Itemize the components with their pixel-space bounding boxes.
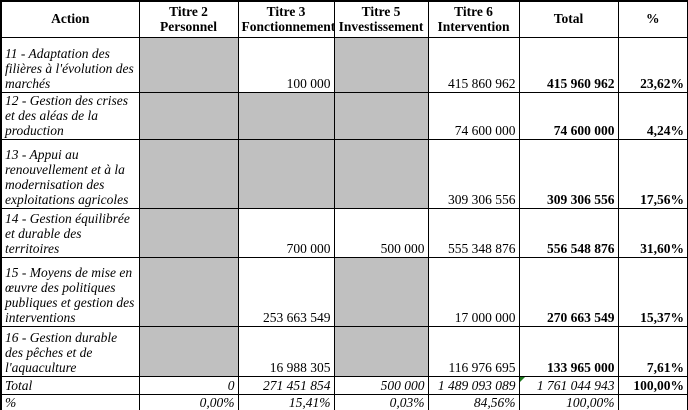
row-action-11: 11 - Adaptation des filières à l'évoluti…: [0, 36, 688, 93]
header-line: Action: [51, 11, 90, 27]
row-action-15: 15 - Moyens de mise en œuvre des politiq…: [0, 256, 688, 327]
row-action-16: 16 - Gestion durable des pêches et de l'…: [0, 325, 688, 377]
cell-pct: 17,56%: [617, 138, 688, 209]
header-line: Investissement: [338, 18, 424, 34]
cell-action-label: 12 - Gestion des crises et des aléas de …: [0, 91, 140, 140]
header-line: %: [646, 11, 660, 27]
cell-pct: 15,37%: [617, 256, 688, 327]
cell-pct-total: 100,00%: [617, 375, 688, 395]
header-titre2: Titre 2 Personnel: [138, 0, 239, 38]
cell-pct-label: %: [0, 393, 140, 410]
cell-titre5: [333, 91, 429, 140]
formula-error-indicator-icon: [520, 377, 525, 382]
cell-titre2: [138, 36, 239, 93]
cell-titre5-total: 500 000: [333, 375, 429, 395]
header-line: Titre 3: [266, 3, 306, 19]
cell-titre6-total: 1 489 093 089: [427, 375, 520, 395]
cell-titre5-pct: 0,03%: [333, 393, 429, 410]
row-action-13: 13 - Appui au renouvellement et à la mod…: [0, 138, 688, 209]
cell-total: 133 965 000: [518, 325, 619, 377]
cell-titre5: [333, 256, 429, 327]
cell-titre2: [138, 325, 239, 377]
cell-titre2: [138, 138, 239, 209]
cell-pct-pct: [617, 393, 688, 410]
cell-titre6-pct: 84,56%: [427, 393, 520, 410]
header-total: Total: [518, 0, 619, 38]
cell-titre2: [138, 91, 239, 140]
cell-action-label: 13 - Appui au renouvellement et à la mod…: [0, 138, 140, 209]
header-line: Personnel: [160, 18, 217, 34]
cell-action-label: 11 - Adaptation des filières à l'évoluti…: [0, 36, 140, 93]
header-titre6: Titre 6 Intervention: [427, 0, 520, 38]
header-titre3: Titre 3 Fonctionnement: [237, 0, 335, 38]
cell-titre3: 100 000: [237, 36, 335, 93]
cell-total: 556 548 876: [518, 207, 619, 258]
cell-pct: 31,60%: [617, 207, 688, 258]
cell-total: 270 663 549: [518, 256, 619, 327]
cell-titre3: 253 663 549: [237, 256, 335, 327]
header-action: Action: [0, 0, 140, 38]
cell-titre6: 74 600 000: [427, 91, 520, 140]
cell-titre2: [138, 207, 239, 258]
header-line: Titre 5: [361, 3, 401, 19]
cell-titre5: [333, 325, 429, 377]
cell-titre3: [237, 138, 335, 209]
cell-titre3-pct: 15,41%: [237, 393, 335, 410]
cell-titre3: [237, 91, 335, 140]
cell-titre2-pct: 0,00%: [138, 393, 239, 410]
cell-grand-total: 1 761 044 943: [518, 375, 619, 395]
cell-titre2: [138, 256, 239, 327]
cell-titre6: 555 348 876: [427, 207, 520, 258]
cell-titre2-total: 0: [138, 375, 239, 395]
row-percent: % 0,00% 15,41% 0,03% 84,56% 100,00%: [0, 393, 688, 410]
row-action-12: 12 - Gestion des crises et des aléas de …: [0, 91, 688, 140]
cell-titre6: 116 976 695: [427, 325, 520, 377]
grand-total-value: 1 761 044 943: [536, 377, 615, 393]
cell-action-label: 14 - Gestion équilibrée et durable des t…: [0, 207, 140, 258]
cell-pct: 23,62%: [617, 36, 688, 93]
cell-pct: 4,24%: [617, 91, 688, 140]
header-line: Total: [553, 11, 584, 27]
header-row: Action Titre 2 Personnel Titre 3 Fonctio…: [0, 0, 688, 38]
header-line: Titre 6: [454, 3, 493, 19]
cell-total: 415 960 962: [518, 36, 619, 93]
cell-action-label: 15 - Moyens de mise en œuvre des politiq…: [0, 256, 140, 327]
header-pct: %: [617, 0, 688, 38]
header-line: Fonctionnement: [241, 18, 334, 34]
header-line: Titre 2: [169, 3, 208, 19]
cell-titre5: [333, 36, 429, 93]
cell-titre3: 700 000: [237, 207, 335, 258]
cell-titre6: 309 306 556: [427, 138, 520, 209]
cell-total: 309 306 556: [518, 138, 619, 209]
header-titre5: Titre 5 Investissement: [333, 0, 429, 38]
cell-total: 74 600 000: [518, 91, 619, 140]
cell-total-label: Total: [0, 375, 140, 395]
cell-titre6: 415 860 962: [427, 36, 520, 93]
cell-titre3-total: 271 451 854: [237, 375, 335, 395]
cell-total-pct: 100,00%: [518, 393, 619, 410]
cell-titre3: 16 988 305: [237, 325, 335, 377]
cell-pct: 7,61%: [617, 325, 688, 377]
cell-titre5: [333, 138, 429, 209]
row-action-14: 14 - Gestion équilibrée et durable des t…: [0, 207, 688, 258]
cell-titre6: 17 000 000: [427, 256, 520, 327]
cell-action-label: 16 - Gestion durable des pêches et de l'…: [0, 325, 140, 377]
cell-titre5: 500 000: [333, 207, 429, 258]
row-total: Total 0 271 451 854 500 000 1 489 093 08…: [0, 375, 688, 395]
header-line: Intervention: [437, 18, 510, 34]
